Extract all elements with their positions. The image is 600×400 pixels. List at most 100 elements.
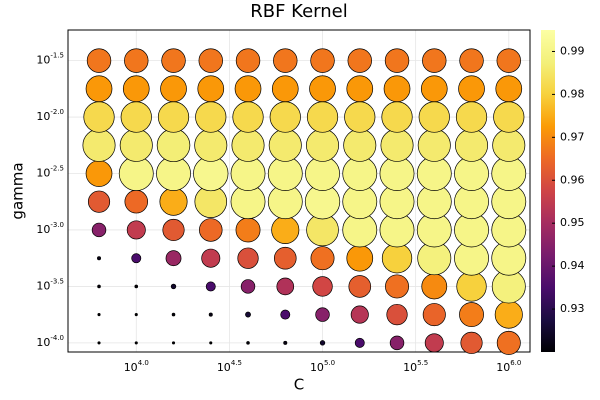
bubble: [157, 101, 190, 133]
tick-exponent: -3.0: [50, 221, 64, 229]
bubble: [306, 128, 340, 162]
bubble: [87, 190, 111, 213]
bubble: [170, 283, 177, 290]
tick-exponent: -1.5: [50, 52, 64, 60]
bubble: [124, 48, 149, 73]
tick-base: 10: [403, 361, 417, 374]
bubble: [276, 277, 295, 296]
tick-label: 104.0: [124, 359, 149, 374]
bubble: [459, 48, 484, 73]
bubble: [492, 128, 526, 162]
tick-label: 10-4.0: [36, 334, 64, 349]
bubble: [306, 101, 339, 133]
bubble: [386, 303, 408, 326]
bubble: [161, 48, 186, 73]
bubble: [245, 311, 251, 318]
bubble: [126, 220, 146, 240]
bubble: [346, 244, 374, 272]
bubble: [171, 312, 176, 317]
bubble: [381, 101, 413, 133]
bubble: [422, 48, 447, 73]
bubble: [134, 341, 138, 345]
tick-label: 10-3.0: [36, 221, 64, 236]
bubble: [380, 128, 414, 162]
bubble: [350, 305, 369, 324]
chart-title: RBF Kernel: [250, 1, 347, 22]
tick-label: 104.5: [217, 359, 242, 374]
colorbar-tick-label: 0.94: [560, 259, 585, 272]
bubble: [165, 250, 182, 267]
bubble: [455, 128, 489, 162]
bubble: [424, 333, 444, 353]
bubble: [122, 75, 150, 103]
x-axis-label: C: [294, 376, 304, 394]
bubble: [209, 341, 213, 345]
bubble: [85, 160, 113, 187]
tick-exponent: 4.0: [138, 359, 149, 367]
bubble: [496, 48, 521, 73]
bubble: [354, 337, 365, 348]
bubble: [237, 247, 259, 269]
bubble: [309, 75, 336, 103]
tick-exponent: -2.5: [50, 165, 64, 173]
bubble: [389, 335, 405, 351]
tick-label: 10-2.0: [36, 108, 64, 123]
colorbar-tick-label: 0.99: [560, 44, 585, 57]
bubble: [124, 189, 149, 214]
bubble: [271, 215, 300, 244]
bubble: [97, 284, 101, 289]
bubble: [269, 101, 301, 133]
bubble: [460, 331, 483, 354]
tick-label: 10-2.5: [36, 165, 64, 180]
tick-exponent: -2.0: [50, 108, 64, 116]
bubble: [82, 128, 116, 162]
tick-base: 10: [496, 361, 510, 374]
tick-base: 10: [310, 361, 324, 374]
bubble: [493, 101, 525, 133]
tick-exponent: -3.5: [50, 277, 64, 285]
tick-label: 105.5: [403, 359, 428, 374]
bubble: [120, 101, 152, 133]
bubble: [119, 128, 153, 162]
bubble: [458, 75, 485, 103]
colorbar: [541, 30, 555, 352]
bubble: [131, 253, 142, 264]
bubble: [455, 101, 488, 133]
colorbar-tick-label: 0.98: [560, 87, 585, 100]
bubble: [246, 341, 250, 345]
bubble: [347, 48, 372, 73]
bubble: [208, 312, 213, 317]
bubble: [171, 341, 176, 345]
bubble: [456, 271, 487, 302]
bubble: [97, 256, 102, 261]
bubble: [315, 307, 330, 322]
bubble: [421, 273, 448, 300]
bubble: [381, 243, 413, 274]
colorbar-tick-label: 0.97: [560, 130, 585, 143]
bubble: [319, 340, 326, 346]
tick-base: 10: [36, 110, 50, 123]
tick-base: 10: [36, 167, 50, 180]
bubble: [97, 341, 101, 345]
bubble: [348, 275, 372, 298]
bubble: [194, 128, 228, 162]
bubble: [283, 340, 288, 345]
bubble: [385, 274, 410, 299]
bubble: [198, 48, 223, 73]
bubble: [271, 75, 299, 103]
bubble: [310, 48, 335, 73]
tick-base: 10: [217, 361, 231, 374]
tick-label: 10-1.5: [36, 52, 64, 67]
bubble: [420, 75, 448, 103]
tick-exponent: 5.0: [324, 359, 335, 367]
bubble: [91, 222, 107, 238]
tick-base: 10: [36, 223, 50, 236]
y-axis-label: gamma: [9, 162, 27, 219]
bubble: [85, 75, 113, 103]
tick-label: 10-3.5: [36, 277, 64, 292]
tick-label: 105.0: [310, 359, 335, 374]
bubble: [310, 246, 335, 271]
bubble: [383, 75, 411, 103]
bubble: [495, 75, 523, 103]
bubble: [494, 300, 523, 329]
